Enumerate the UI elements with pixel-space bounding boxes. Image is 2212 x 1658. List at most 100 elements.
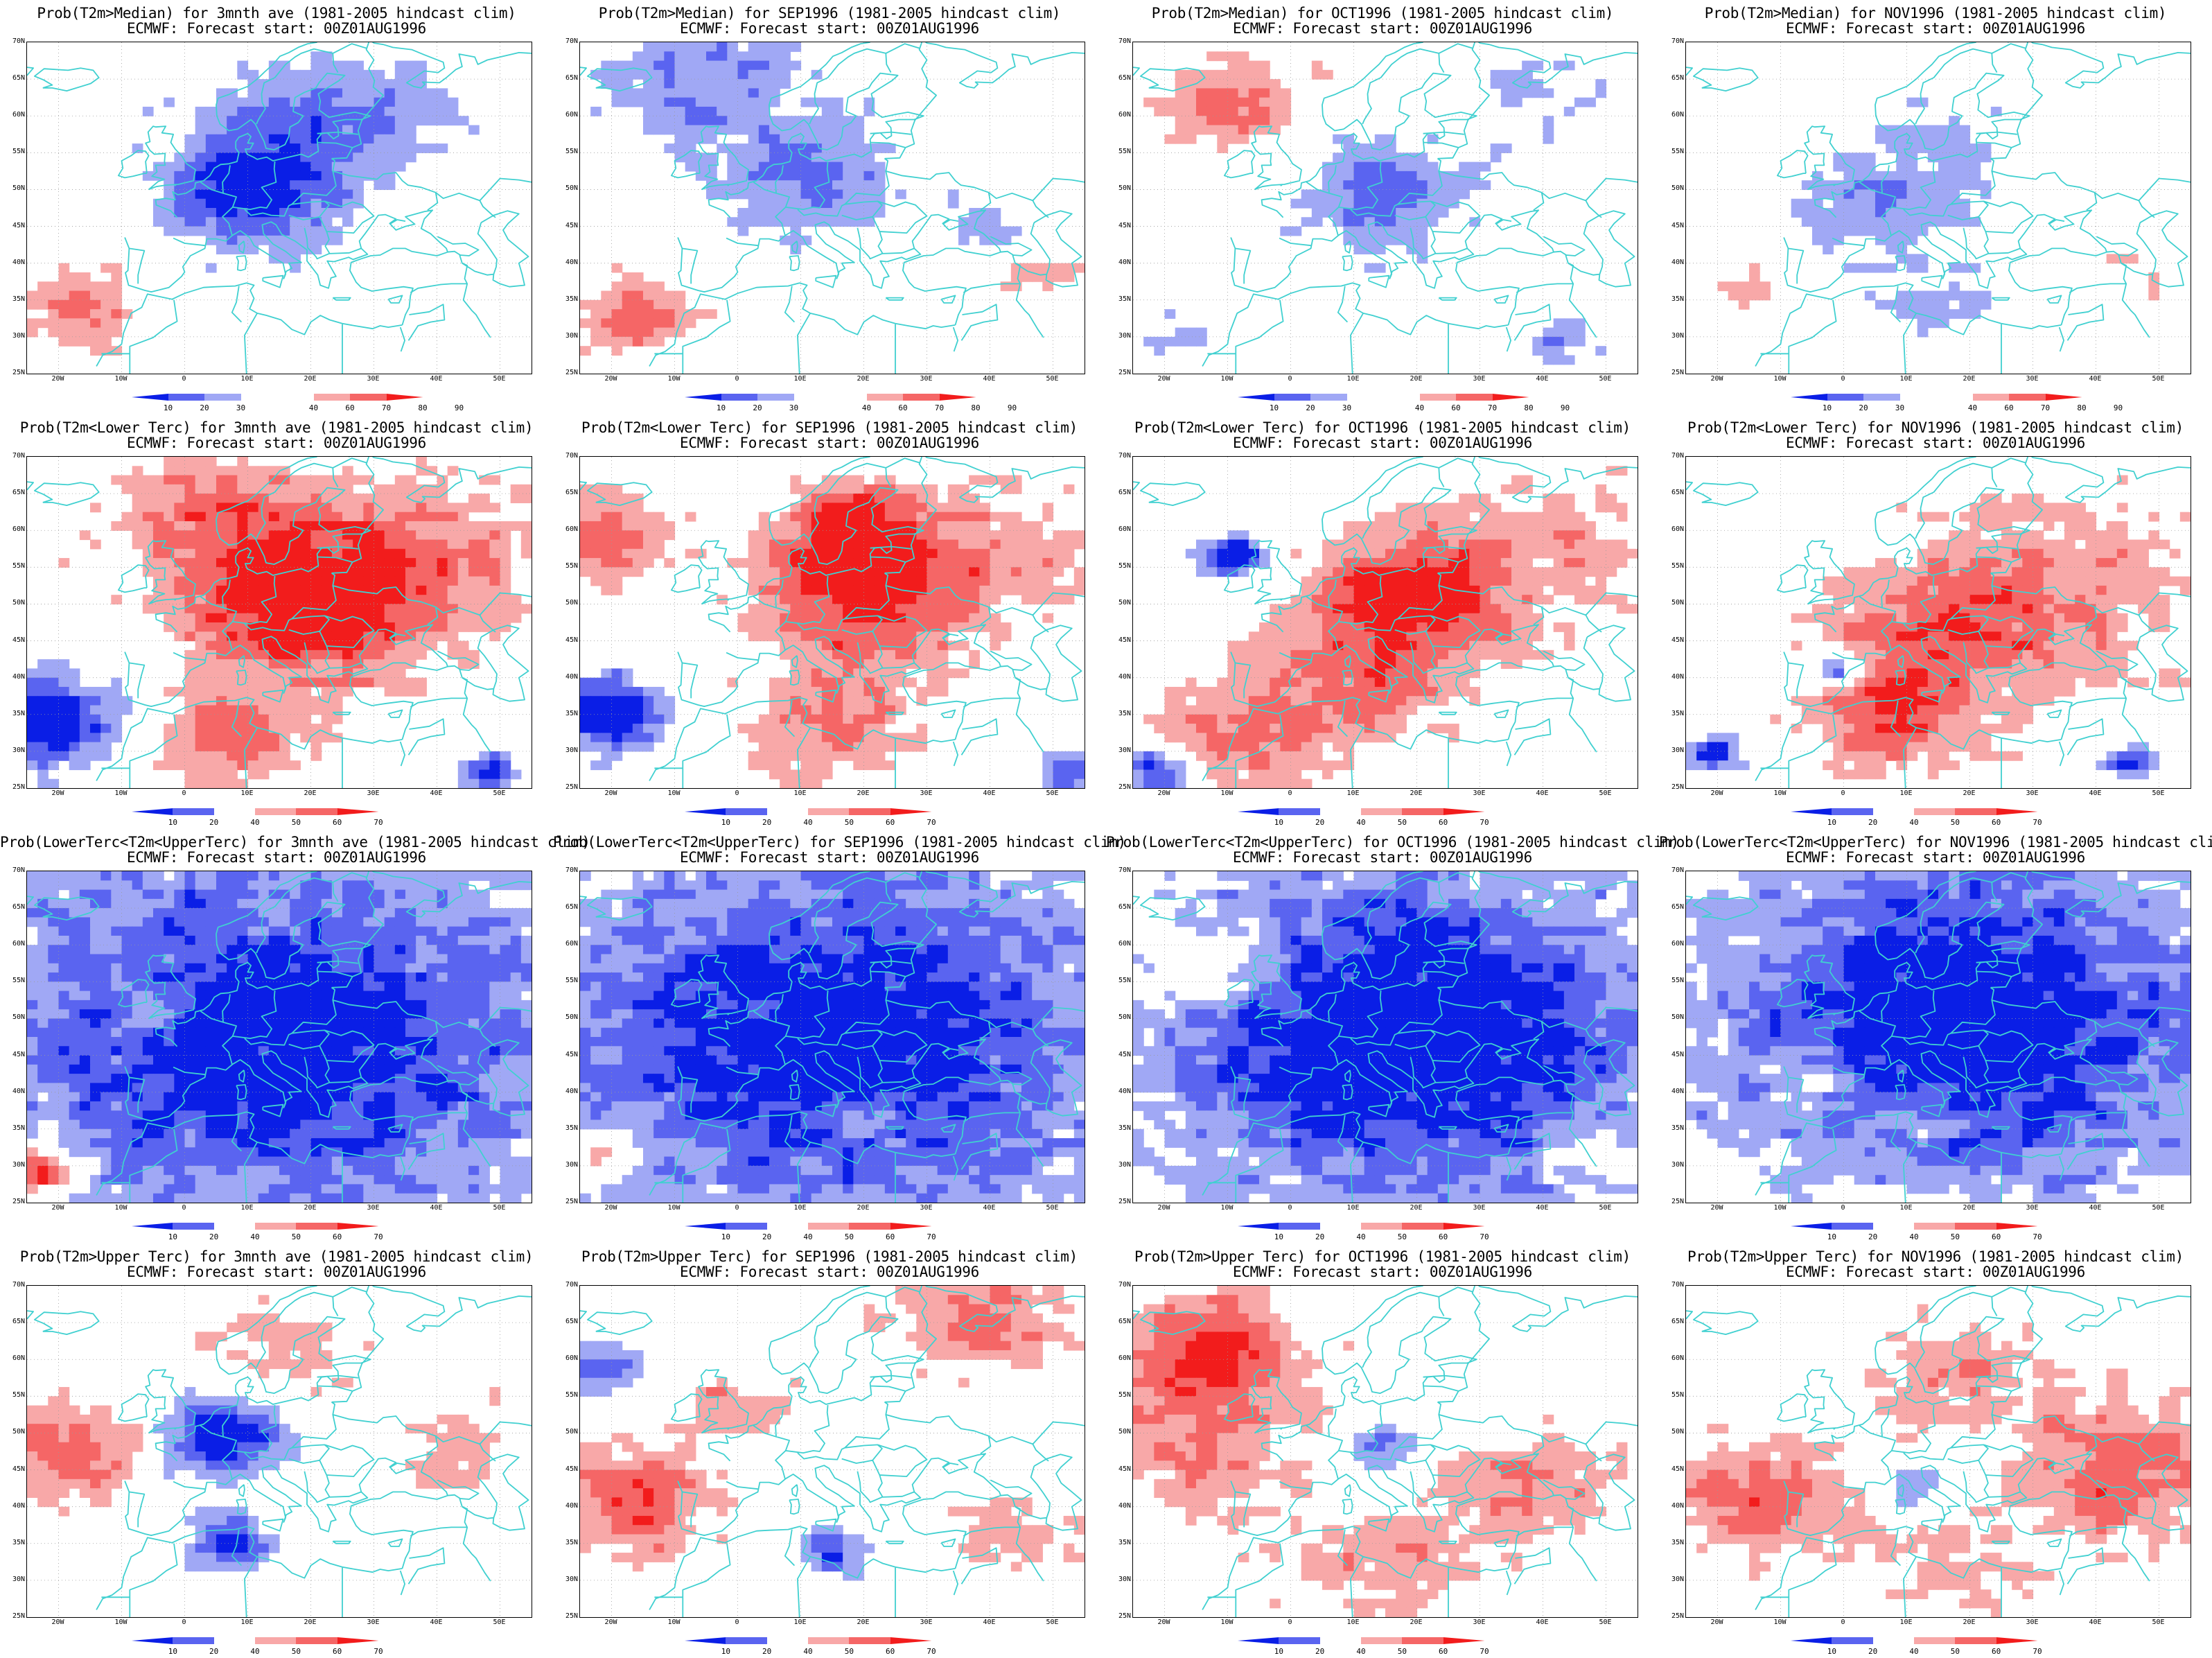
probability-cell: [290, 245, 301, 254]
probability-cell: [279, 705, 290, 715]
probability-cell: [685, 106, 696, 116]
probability-cell: [1469, 494, 1481, 503]
probability-cell: [258, 162, 270, 172]
probability-cell: [737, 613, 749, 623]
probability-cell: [895, 595, 906, 605]
probability-cell: [1854, 152, 1866, 163]
probability-cell: [832, 539, 843, 550]
probability-cell: [1927, 548, 1939, 559]
probability-cell: [1553, 530, 1565, 541]
colorbar-segment: [337, 808, 379, 815]
probability-cell: [258, 649, 270, 660]
probability-cell: [1343, 180, 1355, 191]
probability-cell: [247, 189, 259, 200]
colorbar-segment: [168, 394, 205, 401]
probability-cell: [1823, 585, 1834, 595]
probability-cell: [111, 281, 123, 292]
lat-tick-label: 65N: [1671, 74, 1684, 82]
probability-cell: [290, 631, 301, 642]
probability-cell: [1969, 622, 1981, 632]
colorbar-label: 90: [454, 403, 464, 412]
probability-cell: [1311, 677, 1323, 688]
probability-cell: [1175, 97, 1186, 107]
probability-cell: [300, 539, 312, 550]
probability-cell: [937, 539, 949, 550]
probability-cell: [664, 309, 676, 319]
probability-cell: [331, 226, 343, 236]
probability-cell: [374, 484, 385, 494]
probability-cell: [310, 622, 322, 632]
probability-cell: [2085, 530, 2097, 541]
lon-tick-label: 30E: [920, 375, 933, 383]
probability-cell: [1406, 595, 1418, 605]
probability-cell: [832, 696, 843, 706]
probability-cell: [1416, 198, 1428, 209]
probability-cell: [1490, 79, 1502, 89]
probability-cell: [1416, 640, 1428, 651]
probability-cell: [979, 503, 991, 513]
probability-cell: [237, 696, 249, 706]
probability-cell: [2033, 567, 2044, 577]
probability-cell: [247, 539, 259, 550]
probability-cell: [394, 649, 406, 660]
probability-cell: [227, 106, 238, 116]
probability-cell: [1511, 640, 1522, 651]
probability-cell: [1585, 558, 1596, 568]
probability-cell: [1938, 640, 1949, 651]
probability-cell: [601, 299, 613, 310]
probability-cell: [1175, 696, 1186, 706]
probability-cell: [237, 245, 249, 254]
panel-subtitle: ECMWF: Forecast start: 00Z01AUG1996: [1232, 435, 1532, 451]
lon-tick-label: 0: [182, 789, 186, 797]
probability-cell: [1574, 318, 1586, 329]
colorbar-segment: [1319, 808, 1362, 815]
probability-cell: [843, 512, 854, 522]
probability-cell: [895, 622, 906, 632]
probability-cell: [1532, 79, 1544, 89]
probability-cell: [48, 668, 60, 679]
probability-cell: [916, 742, 928, 752]
probability-cell: [1864, 208, 1876, 218]
probability-cell: [863, 208, 875, 218]
probability-cell: [1343, 152, 1355, 163]
probability-cell: [79, 530, 91, 541]
probability-cell: [769, 760, 780, 771]
probability-cell: [1290, 649, 1302, 660]
probability-cell: [1311, 696, 1323, 706]
probability-cell: [601, 724, 613, 733]
probability-cell: [353, 475, 364, 485]
probability-cell: [1364, 714, 1376, 724]
probability-cell: [1248, 106, 1260, 116]
probability-cell: [69, 760, 80, 771]
probability-cell: [2096, 595, 2107, 605]
probability-cell: [1959, 263, 1971, 273]
probability-cell: [90, 714, 101, 724]
probability-cell: [405, 686, 416, 697]
probability-cell: [706, 152, 717, 163]
probability-cell: [863, 622, 875, 632]
probability-cell: [342, 567, 353, 577]
probability-cell: [300, 714, 312, 724]
probability-cell: [790, 649, 802, 660]
probability-cell: [706, 189, 717, 200]
probability-cell: [1896, 503, 1908, 513]
probability-cell: [632, 318, 644, 329]
probability-cell: [100, 742, 112, 752]
probability-cell: [2012, 503, 2023, 513]
probability-cell: [1469, 503, 1481, 513]
probability-cell: [1259, 558, 1270, 568]
probability-cell: [632, 51, 644, 62]
probability-cell: [1553, 585, 1565, 595]
probability-cell: [1969, 290, 1981, 301]
probability-cell: [1906, 640, 1918, 651]
probability-cell: [800, 180, 812, 191]
probability-cell: [142, 539, 154, 550]
probability-cell: [1248, 539, 1260, 550]
probability-cell: [632, 290, 644, 301]
probability-cell: [1543, 576, 1554, 586]
probability-cell: [916, 484, 928, 494]
probability-cell: [1042, 585, 1054, 595]
colorbar-segment: [903, 394, 940, 401]
probability-cell: [195, 116, 207, 126]
probability-cell: [1416, 208, 1428, 218]
